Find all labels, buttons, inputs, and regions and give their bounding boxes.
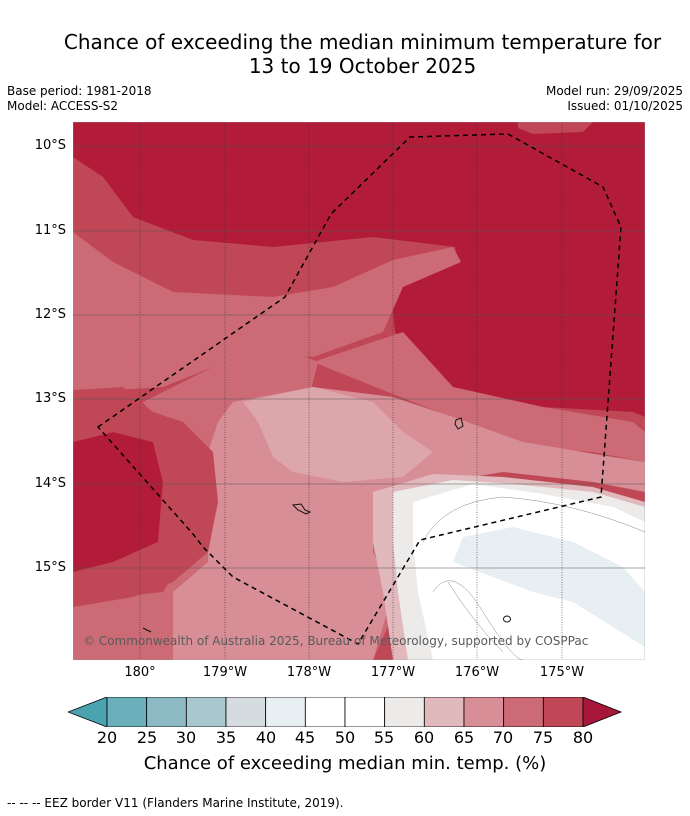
colorbar-over-triangle <box>582 697 623 727</box>
lon-label-180: 180° <box>124 665 156 680</box>
lon-label-177w: 177°W <box>370 665 416 680</box>
model-run: Model run: 29/09/2025 <box>545 84 683 98</box>
contour-45 <box>453 527 645 647</box>
colorbar-cell-75 <box>542 697 584 727</box>
colorbar-cell-25 <box>146 697 187 727</box>
island-3 <box>503 615 511 623</box>
colorbar-tick-25: 25 <box>136 728 158 747</box>
contour-75-west <box>73 387 218 607</box>
colorbar-tick-30: 30 <box>175 728 197 747</box>
lat-label-10s: 10°S <box>34 138 66 153</box>
colorbar-tick-45: 45 <box>294 728 316 747</box>
colorbar-cell-50 <box>344 697 386 727</box>
colorbar-under-triangle <box>68 697 108 727</box>
colorbar-tick-60: 60 <box>413 728 435 747</box>
lon-label-176w: 176°W <box>454 665 500 680</box>
island-4 <box>142 627 152 633</box>
island-2 <box>291 503 312 515</box>
probability-contours <box>73 122 645 660</box>
lat-label-14s: 14°S <box>34 476 66 491</box>
colorbar <box>68 697 623 727</box>
contour-70-west <box>73 232 461 402</box>
colorbar-cell-35 <box>225 697 267 727</box>
lon-label-179w: 179°W <box>202 665 248 680</box>
lat-label-12s: 12°S <box>34 307 66 322</box>
contour-80-west <box>73 432 163 572</box>
map-title: Chance of exceeding the median minimum t… <box>0 30 690 78</box>
lon-label-178w: 178°W <box>286 665 332 680</box>
colorbar-tick-55: 55 <box>373 728 395 747</box>
eez-footnote: -- -- -- EEZ border V11 (Flanders Marine… <box>7 796 344 810</box>
contour-80-north <box>73 122 645 417</box>
lon-label-175w: 175°W <box>539 665 585 680</box>
base-period: Base period: 1981-2018 <box>7 84 152 98</box>
colorbar-cell-40 <box>265 697 306 727</box>
colorbar-cell-60 <box>423 697 465 727</box>
model-name: Model: ACCESS-S2 <box>7 99 119 113</box>
lat-label-11s: 11°S <box>34 223 66 238</box>
contour-line-2 <box>432 580 524 660</box>
colorbar-cells <box>106 697 584 727</box>
colorbar-title: Chance of exceeding median min. temp. (%… <box>143 753 547 774</box>
colorbar-tick-40: 40 <box>255 728 277 747</box>
title-line-1: Chance of exceeding the median minimum t… <box>63 30 662 54</box>
lat-label-15s: 15°S <box>34 560 66 575</box>
contour-line-1 <box>422 496 645 543</box>
colorbar-tick-75: 75 <box>532 728 554 747</box>
colorbar-cell-65 <box>463 697 505 727</box>
colorbar-cell-55 <box>384 697 425 727</box>
colorbar-cell-70 <box>503 697 544 727</box>
contour-line-3 <box>447 581 504 653</box>
contour-75-patch <box>518 122 593 134</box>
colorbar-cell-30 <box>185 697 227 727</box>
meta-left: Base period: 1981-2018 Model: ACCESS-S2 <box>7 84 152 114</box>
colorbar-tick-35: 35 <box>215 728 237 747</box>
colorbar-cell-20 <box>106 697 148 727</box>
latitude-lines <box>73 145 645 569</box>
map-panel[interactable]: © Commonwealth of Australia 2025, Bureau… <box>73 122 645 660</box>
contour-60-central <box>243 387 433 482</box>
title-line-2: 13 to 19 October 2025 <box>248 54 477 78</box>
island-1 <box>454 417 464 430</box>
meta-right: Model run: 29/09/2025 Issued: 01/10/2025 <box>546 84 683 114</box>
eez-border <box>96 133 622 645</box>
issued-date: Issued: 01/10/2025 <box>567 99 683 113</box>
lat-label-13s: 13°S <box>34 391 66 406</box>
graticule <box>139 122 563 660</box>
colorbar-tick-70: 70 <box>492 728 514 747</box>
colorbar-tick-50: 50 <box>334 728 356 747</box>
colorbar-tick-20: 20 <box>96 728 118 747</box>
copyright-text: © Commonwealth of Australia 2025, Bureau… <box>83 634 588 648</box>
colorbar-tick-80: 80 <box>572 728 594 747</box>
colorbar-tick-65: 65 <box>453 728 475 747</box>
colorbar-cell-45 <box>304 697 346 727</box>
